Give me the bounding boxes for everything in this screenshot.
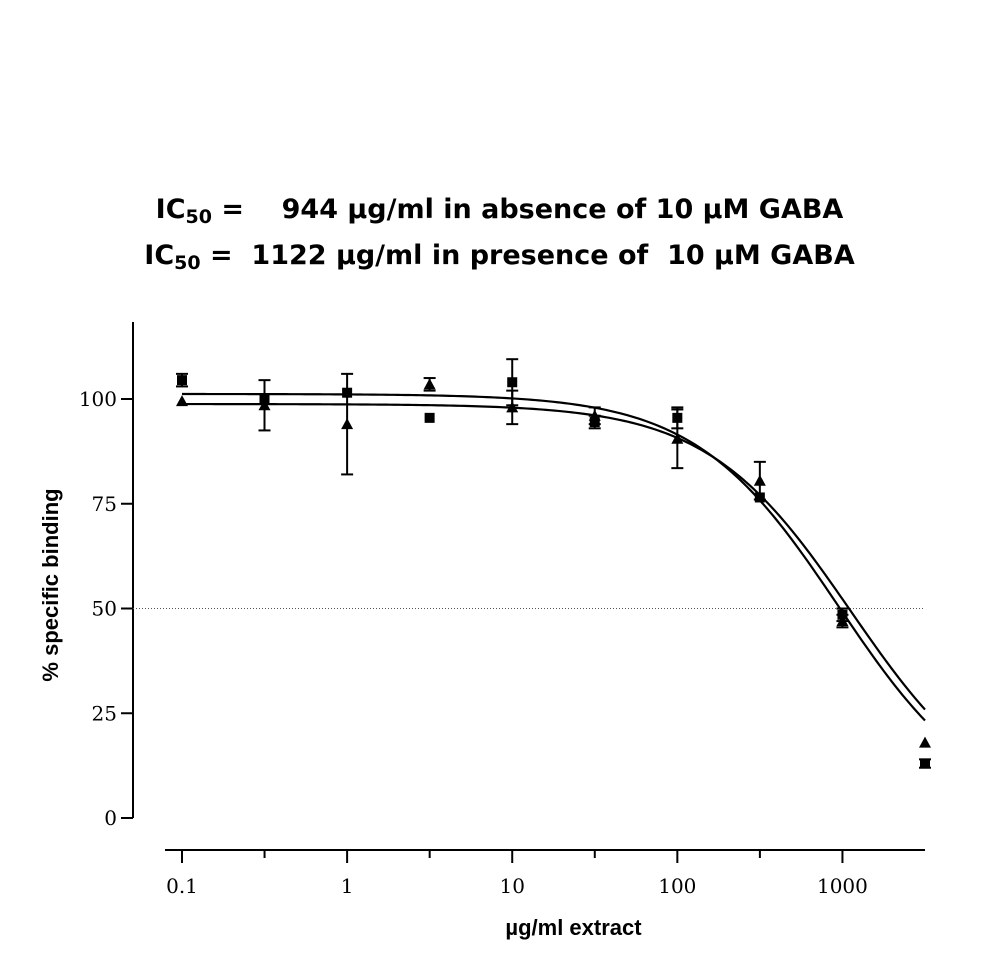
data-point-triangle <box>919 736 931 748</box>
ic50-annotation-presence: IC50 = 1122 µg/ml in presence of 10 µM G… <box>0 240 999 274</box>
data-point-triangle <box>506 401 519 413</box>
x-tick-label: 0.1 <box>166 874 198 898</box>
y-tick-label: 0 <box>104 806 117 830</box>
data-point-square <box>177 375 187 386</box>
data-point-square <box>507 377 518 388</box>
y-tick-label: 50 <box>92 597 117 621</box>
data-point-triangle <box>258 399 271 411</box>
x-tick-label: 1000 <box>817 874 868 898</box>
data-point-square <box>920 758 930 769</box>
y-tick-label: 25 <box>92 701 117 725</box>
x-tick-label: 100 <box>658 874 696 898</box>
data-point-triangle <box>176 395 188 407</box>
data-point-triangle <box>588 409 601 421</box>
data-point-square <box>342 387 353 398</box>
data-markers <box>176 375 931 769</box>
data-point-square <box>754 492 765 503</box>
fit-curves <box>181 392 926 722</box>
data-point-square <box>672 412 683 423</box>
data-point-triangle <box>671 432 684 444</box>
ic50-subscript: 50 <box>174 252 201 274</box>
data-point-square <box>837 609 848 620</box>
data-point-triangle <box>753 474 766 486</box>
y-tick-label: 75 <box>92 492 117 516</box>
ic50-text: = 1122 µg/ml in presence of 10 µM GABA <box>200 240 855 271</box>
y-tick-label: 100 <box>79 387 117 411</box>
data-point-square <box>424 412 435 423</box>
ic50-annotation-absence: IC50 = 944 µg/ml in absence of 10 µM GAB… <box>0 194 999 228</box>
fit-curve-triangle <box>181 402 926 711</box>
fit-curve-square <box>182 392 926 722</box>
y-axis-title: % specific binding <box>38 488 63 681</box>
data-point-square <box>259 394 270 404</box>
data-point-triangle <box>836 615 849 627</box>
ic50-text: = 944 µg/ml in absence of 10 µM GABA <box>212 194 844 225</box>
axis-labels: 0 25 50 75 100 0.1 1 10 100 1000 µg/ml extract % sp… <box>38 387 868 940</box>
ic50-prefix: IC <box>155 194 186 225</box>
data-point-triangle <box>341 418 354 430</box>
ic50-subscript: 50 <box>185 206 212 228</box>
ic50-prefix: IC <box>144 240 175 271</box>
x-tick-label: 10 <box>499 874 524 898</box>
data-point-triangle <box>423 378 436 390</box>
data-point-square <box>589 417 600 428</box>
x-axis-title: µg/ml extract <box>505 915 642 940</box>
axes <box>121 322 925 863</box>
x-tick-label: 1 <box>341 874 354 898</box>
